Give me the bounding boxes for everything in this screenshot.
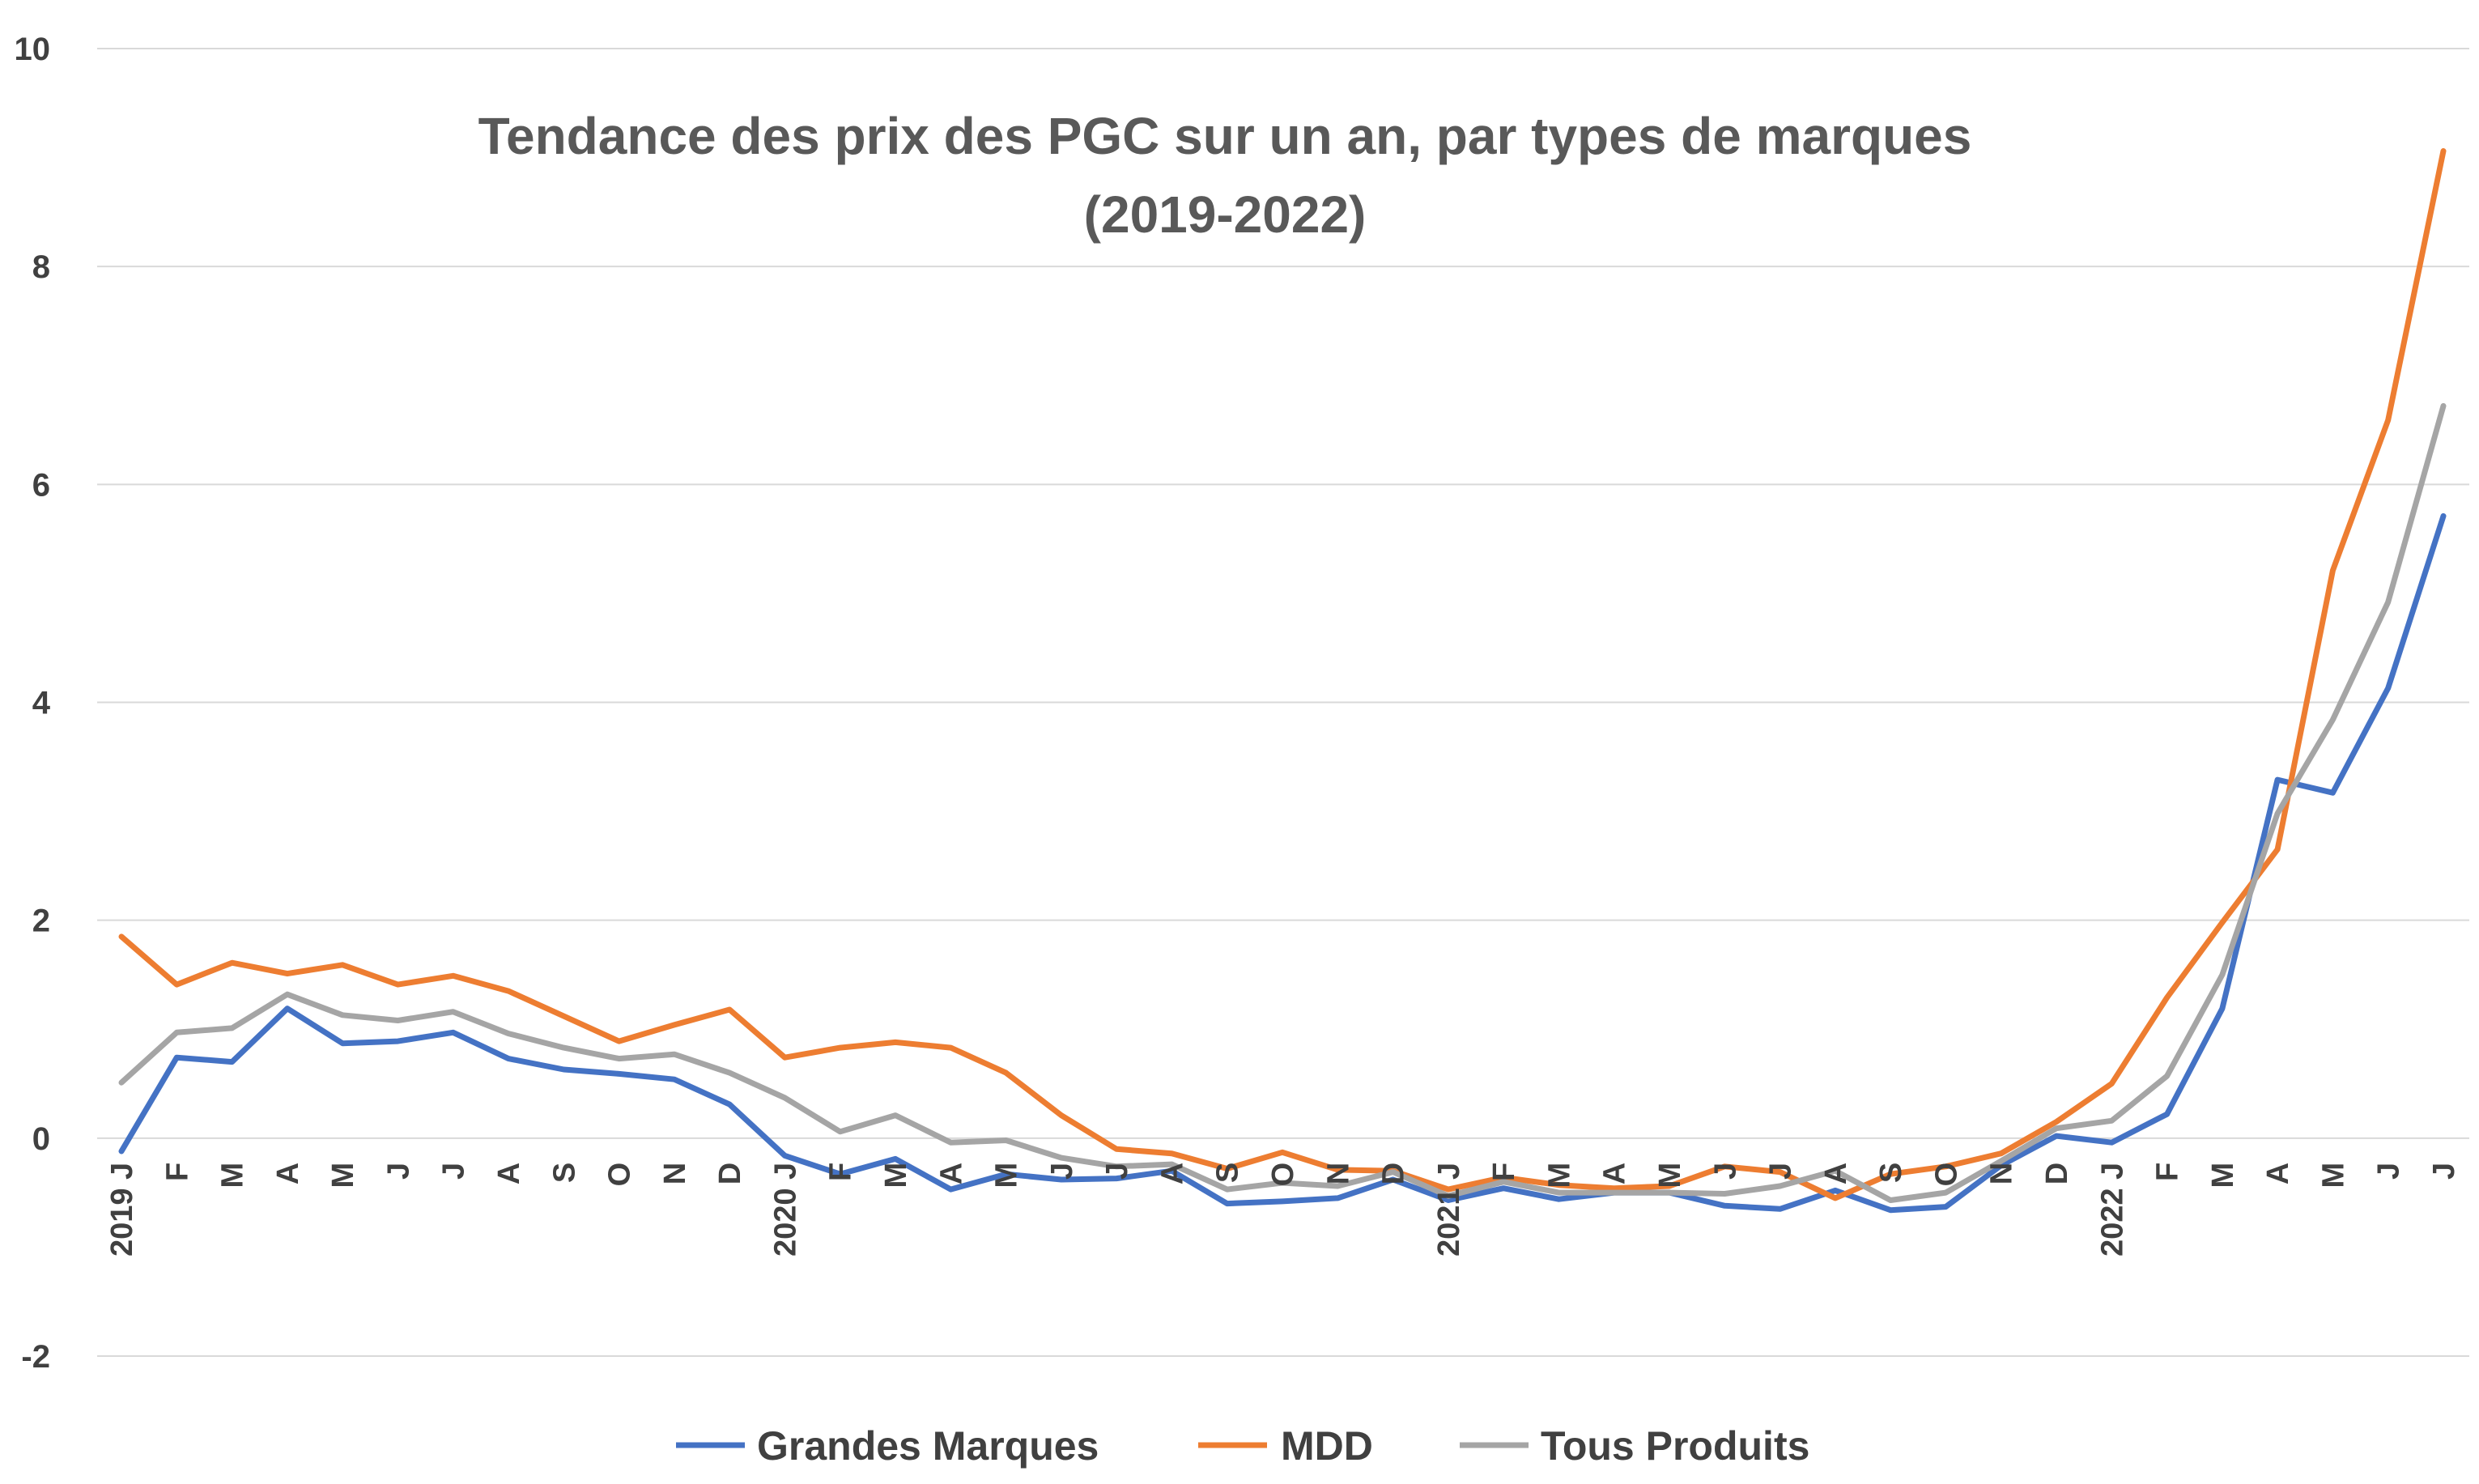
- x-tick-label: 2022 J: [2095, 1163, 2129, 1257]
- x-tick-label: F: [824, 1163, 858, 1181]
- x-tick-label: 2020 J: [768, 1163, 802, 1257]
- x-tick-label: A: [2261, 1163, 2295, 1184]
- x-tick-label: M: [216, 1163, 250, 1188]
- x-tick-label: F: [2151, 1163, 2185, 1181]
- x-tick-label: J: [1045, 1163, 1079, 1180]
- series-line-3: [118, 402, 2447, 1203]
- chart-title-line-1: Tendance des prix des PGC sur un an, par…: [478, 107, 1972, 165]
- x-tick-label: J: [1708, 1163, 1742, 1180]
- x-tick-label: 2021 J: [1432, 1163, 1466, 1257]
- x-tick-label: N: [658, 1163, 692, 1184]
- x-tick-label: M: [2316, 1163, 2350, 1188]
- x-tick-label: N: [1321, 1163, 1355, 1184]
- x-tick-label: S: [1211, 1163, 1245, 1183]
- legend-label: MDD: [1281, 1423, 1373, 1469]
- x-tick-label: M: [990, 1163, 1024, 1188]
- series-line-2: [118, 148, 2447, 1201]
- x-tick-label: M: [879, 1163, 913, 1188]
- x-tick-label: J: [2372, 1163, 2406, 1180]
- x-tick-label: D: [2040, 1163, 2074, 1184]
- x-tick-label: F: [1487, 1163, 1521, 1181]
- series-lines: [118, 148, 2447, 1214]
- x-tick-label: A: [1598, 1163, 1632, 1184]
- y-tick-label: 6: [32, 467, 50, 503]
- x-tick-label: J: [437, 1163, 471, 1180]
- x-axis-ticks: 2019 J F M A M J J A S O N D 2020 J F M A M J J A S O N D 2021 J…: [105, 1163, 2461, 1257]
- x-tick-label: 2019 J: [105, 1163, 139, 1257]
- x-tick-label: J: [1100, 1163, 1134, 1180]
- x-tick-label: J: [1764, 1163, 1798, 1180]
- x-tick-label: J: [2427, 1163, 2461, 1180]
- x-tick-label: A: [1155, 1163, 1189, 1184]
- legend-label: Tous Produits: [1541, 1423, 1809, 1469]
- x-tick-label: M: [326, 1163, 360, 1188]
- x-tick-label: N: [1985, 1163, 2019, 1184]
- y-tick-label: 4: [32, 686, 51, 721]
- x-tick-label: M: [1542, 1163, 1576, 1188]
- x-tick-label: J: [381, 1163, 415, 1180]
- legend-label: Grandes Marques: [757, 1423, 1099, 1469]
- series-line-1: [118, 512, 2447, 1214]
- y-tick-label: 8: [32, 249, 50, 285]
- x-tick-label: O: [1266, 1163, 1300, 1187]
- gridlines: [97, 48, 2469, 1357]
- x-tick-label: O: [1929, 1163, 1963, 1187]
- x-tick-label: S: [547, 1163, 581, 1183]
- x-tick-label: O: [603, 1163, 637, 1187]
- x-tick-label: A: [271, 1163, 305, 1184]
- x-tick-label: A: [934, 1163, 968, 1184]
- x-tick-label: M: [2206, 1163, 2240, 1188]
- chart-title-line-2: (2019-2022): [1084, 185, 1367, 244]
- y-tick-label: 10: [15, 32, 51, 67]
- legend: Grandes Marques MDD Tous Produits: [676, 1423, 1809, 1469]
- x-tick-label: F: [160, 1163, 194, 1181]
- x-tick-label: M: [1653, 1163, 1687, 1188]
- y-tick-label: 2: [32, 904, 50, 939]
- x-tick-label: A: [1819, 1163, 1853, 1184]
- y-axis-ticks: -2 0 2 4 6 8 10: [15, 32, 51, 1375]
- y-tick-label: 0: [32, 1121, 50, 1157]
- x-tick-label: S: [1874, 1163, 1908, 1183]
- x-tick-label: A: [492, 1163, 526, 1184]
- y-tick-label: -2: [21, 1339, 50, 1375]
- x-tick-label: D: [1377, 1163, 1411, 1184]
- x-tick-label: D: [713, 1163, 747, 1184]
